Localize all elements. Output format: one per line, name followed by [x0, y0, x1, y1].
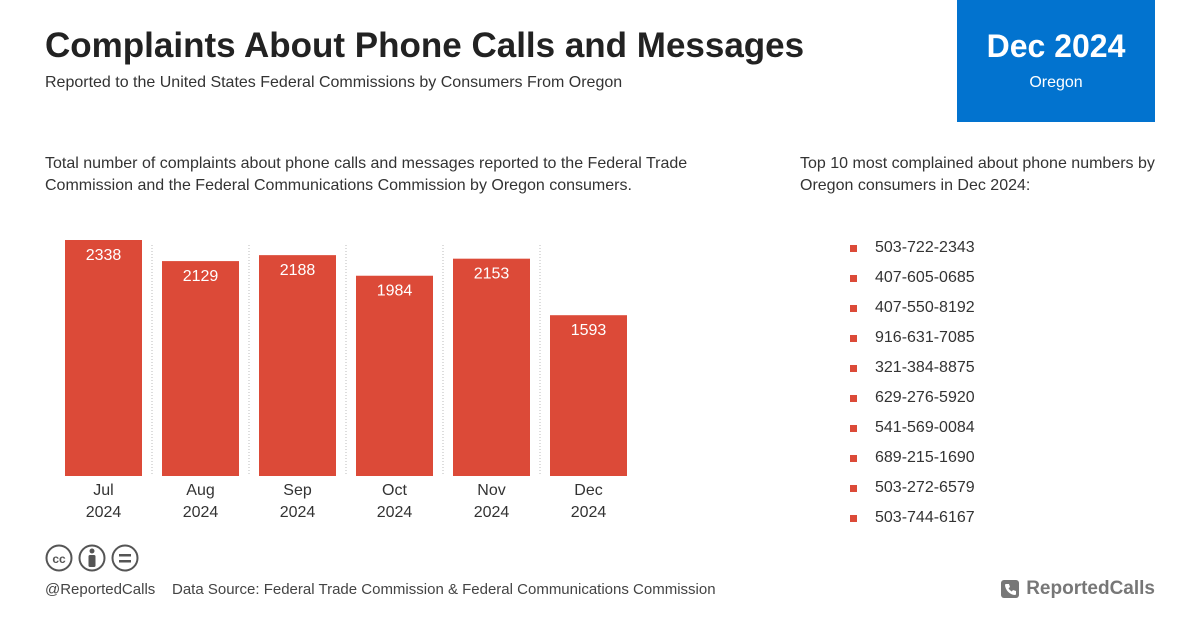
phone-number: 407-605-0685: [875, 269, 975, 286]
list-item: 629-276-5920: [850, 383, 975, 413]
list-item: 541-569-0084: [850, 413, 975, 443]
footer-handle: @ReportedCalls: [45, 581, 156, 598]
bar: [65, 240, 142, 476]
bar: [453, 258, 530, 476]
license-icons: cc: [45, 544, 139, 572]
bullet: [850, 364, 857, 372]
x-tick-label: Aug 2024: [183, 482, 219, 521]
brand: ReportedCalls: [1026, 578, 1155, 599]
phone-number: 503-744-6167: [875, 509, 975, 526]
list-item: 503-744-6167: [850, 503, 975, 533]
bullet: [850, 424, 857, 432]
phone-number: 503-722-2343: [875, 239, 975, 256]
value-label: 2153: [474, 266, 510, 283]
phone-number: 629-276-5920: [875, 389, 975, 406]
chart: 2338 Jul 2024 2129 Aug 2024 2188 Sep 2024 1984 Oct…: [65, 240, 627, 521]
x-tick-label: Sep 2024: [280, 482, 316, 521]
value-label: 1593: [571, 322, 607, 339]
bullet: [850, 334, 857, 342]
list-item: 407-550-8192: [850, 293, 975, 323]
bullet: [850, 274, 857, 282]
bar: [550, 315, 627, 476]
bullet: [850, 454, 857, 462]
list-item: 321-384-8875: [850, 353, 975, 383]
phone-number: 916-631-7085: [875, 329, 975, 346]
phone-number: 407-550-8192: [875, 299, 975, 316]
bullet: [850, 514, 857, 522]
phone-number: 541-569-0084: [875, 419, 975, 436]
bullet: [850, 394, 857, 402]
title: Complaints About Phone Calls and Message…: [45, 26, 805, 65]
brand-icon: [1001, 580, 1019, 598]
value-label: 2129: [183, 268, 219, 285]
list-title: Top 10 most complained about phone numbe…: [800, 155, 1155, 194]
x-tick-label: Dec 2024: [571, 482, 607, 521]
list-item: 503-272-6579: [850, 473, 975, 503]
badge-region: Oregon: [1029, 74, 1083, 91]
svg-text:cc: cc: [52, 552, 66, 566]
bullet: [850, 244, 857, 252]
phone-number: 689-215-1690: [875, 449, 975, 466]
list-item: 916-631-7085: [850, 323, 975, 353]
list-item: 407-605-0685: [850, 263, 975, 293]
phone-number: 503-272-6579: [875, 479, 975, 496]
bar: [162, 261, 239, 476]
value-label: 1984: [377, 283, 413, 300]
chart-description: Total number of complaints about phone c…: [45, 155, 688, 194]
number-list: 503-722-2343 407-605-0685 407-550-8192 916-…: [850, 233, 975, 533]
list-item: 689-215-1690: [850, 443, 975, 473]
subtitle: Reported to the United States Federal Co…: [45, 74, 623, 91]
badge: Dec 2024 Oregon: [957, 0, 1155, 122]
x-tick-label: Oct 2024: [377, 482, 413, 521]
list-item: 503-722-2343: [850, 233, 975, 263]
bullet: [850, 484, 857, 492]
bar: [356, 275, 433, 476]
badge-period: Dec 2024: [986, 28, 1126, 64]
value-label: 2188: [280, 262, 316, 279]
footer-source: Data Source: Federal Trade Commission & …: [172, 581, 716, 598]
bullet: [850, 304, 857, 312]
phone-number: 321-384-8875: [875, 359, 975, 376]
value-label: 2338: [86, 247, 122, 264]
bar: [259, 255, 336, 476]
x-tick-label: Jul 2024: [86, 482, 122, 521]
x-tick-label: Nov 2024: [474, 482, 510, 521]
